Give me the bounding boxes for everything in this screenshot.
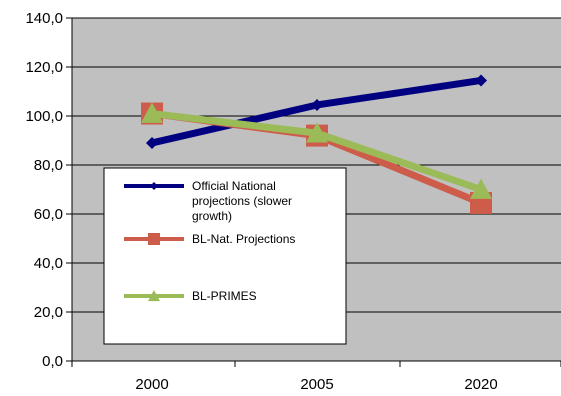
y-tick-label: 40,0 <box>34 255 63 272</box>
data-point-marker <box>146 136 158 149</box>
legend-swatch-marker <box>148 290 160 302</box>
legend-entry: BL-Nat. Projections <box>124 232 295 246</box>
series-1 <box>146 74 487 149</box>
x-tick-label: 2000 <box>135 376 168 393</box>
x-axis-tick-labels: 2000 2005 2020 <box>135 376 497 393</box>
legend-label: growth) <box>192 209 232 223</box>
data-point-marker <box>470 178 492 199</box>
legend-swatch-marker <box>148 233 160 245</box>
y-tick-label: 60,0 <box>34 206 63 223</box>
data-point-marker <box>141 102 163 123</box>
legend-entry: BL-PRIMES <box>124 289 257 303</box>
legend-label: Official National <box>192 179 276 193</box>
x-tick-label: 2005 <box>300 376 333 393</box>
legend-label: BL-Nat. Projections <box>192 232 295 246</box>
legend-label: BL-PRIMES <box>192 289 257 303</box>
legend-box <box>103 167 347 345</box>
y-tick-label: 120,0 <box>25 59 63 76</box>
y-tick-label: 0,0 <box>42 353 63 370</box>
y-tick-label: 100,0 <box>25 108 63 125</box>
data-point-marker <box>306 122 328 143</box>
data-point-marker <box>311 98 323 111</box>
y-tick-label: 80,0 <box>34 157 63 174</box>
axes <box>66 17 561 367</box>
legend-swatch-marker <box>150 182 158 190</box>
legend-label: projections (slower <box>192 194 292 208</box>
data-point-marker <box>475 74 487 87</box>
series-3 <box>141 102 492 199</box>
y-tick-label: 140,0 <box>25 10 63 27</box>
y-tick-label: 20,0 <box>34 304 63 321</box>
y-axis-tick-labels: 0,0 20,0 40,0 60,0 80,0 100,0 120,0 140,0 <box>25 10 63 370</box>
series-layer <box>141 74 492 214</box>
x-tick-label: 2020 <box>464 376 497 393</box>
